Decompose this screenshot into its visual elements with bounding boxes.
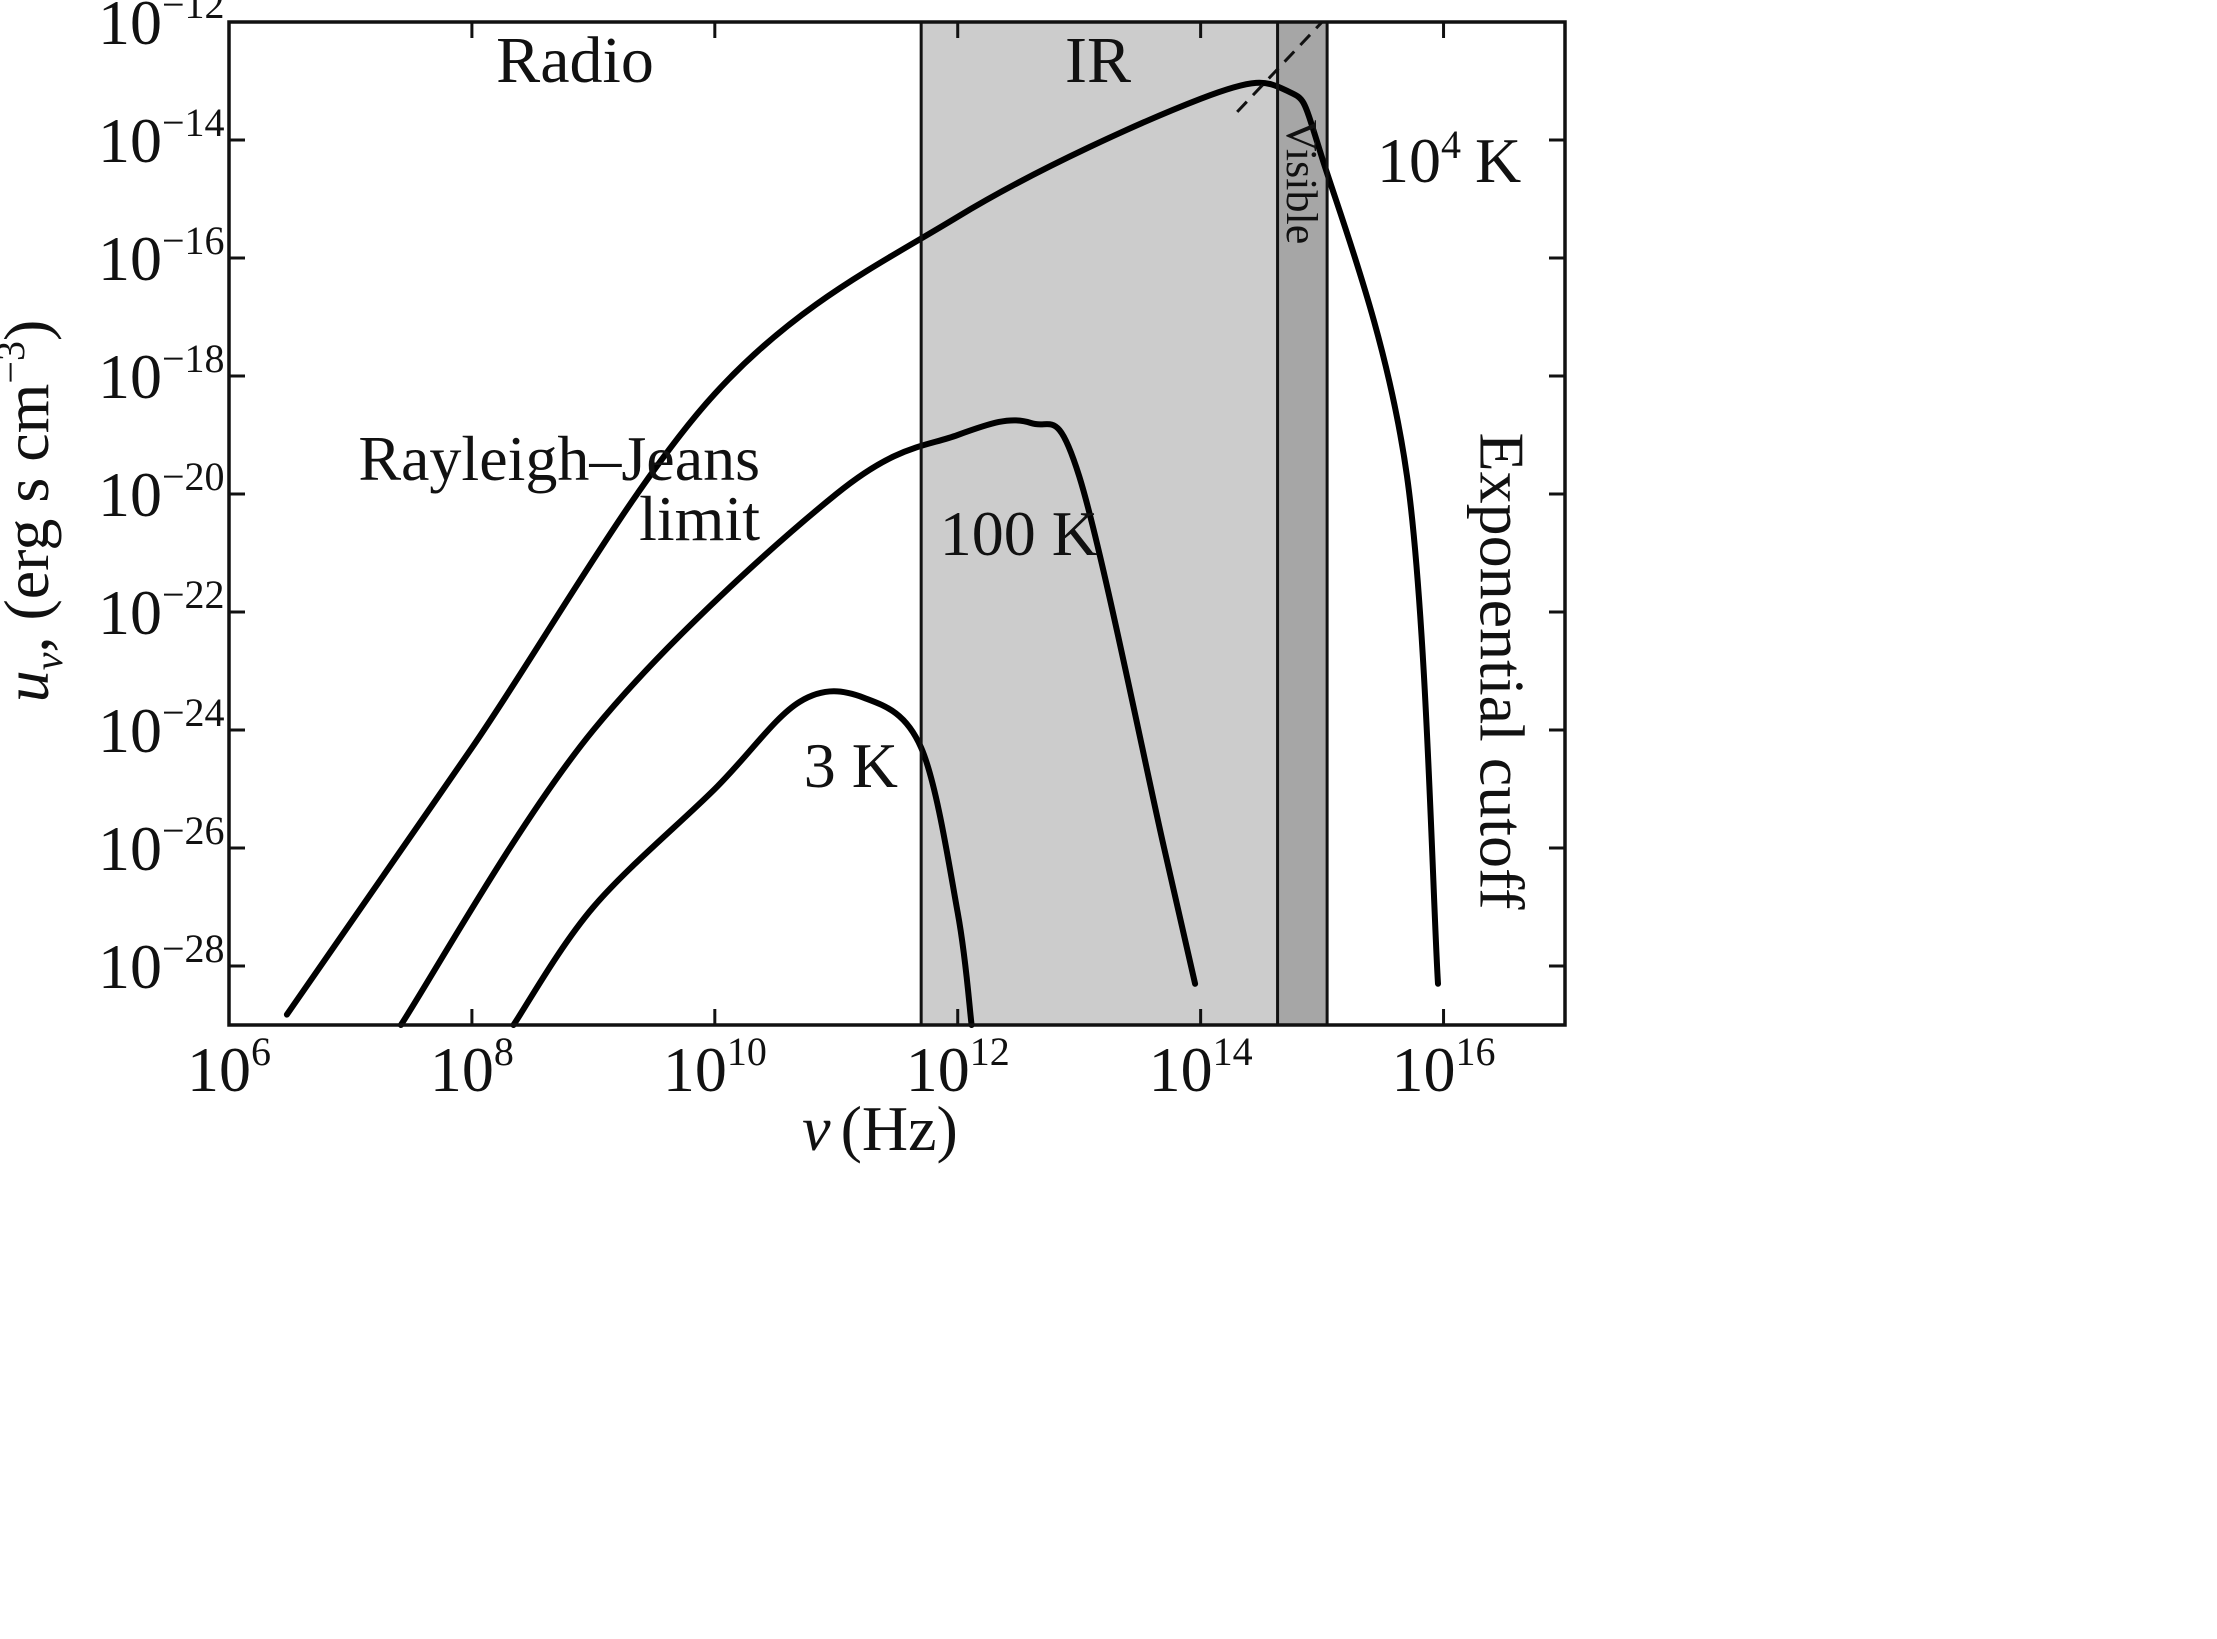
x-tick-label: 1016 [1392,1029,1496,1105]
ir-region [921,22,1278,1025]
label-1e4k-unit: K [1475,125,1521,196]
label-1e4k: 104 K [1377,122,1521,196]
y-axis-label: uν, (erg s cm−3) [0,320,71,703]
x-tick-label: 1014 [1149,1029,1253,1105]
plot-frame [227,20,1567,1027]
label-3k: 3 K [804,730,898,801]
x-axis-unit: (Hz) [841,1093,958,1164]
y-axis-separator: , [0,621,62,653]
y-axis-symbol: u [0,670,62,702]
y-tick-label: 10−12 [98,0,225,58]
curve-100k [397,417,1199,1028]
y-axis-subscript: ν [26,652,71,670]
y-axis-unit-prefix: (erg s cm [0,384,62,621]
y-axis-unit-suffix: ) [0,320,62,341]
rayleigh-jeans-label-line2: limit [639,483,760,554]
x-tick-label: 1012 [906,1029,1010,1105]
label-1e4k-base: 10 [1377,125,1441,196]
visible-region-label: Visible [1277,120,1326,244]
label-1e4k-exp: 4 [1441,122,1461,167]
x-axis-ticks: 106 108 1010 1012 1014 1016 [187,22,1496,1105]
curves-group [283,79,1441,1028]
x-tick-label: 106 [187,1029,271,1105]
x-tick-label: 1010 [663,1029,767,1105]
y-tick-label: 10−26 [98,808,225,884]
cutoff-label: Exponential cutoff [1466,433,1537,911]
rayleigh-jeans-dashed-extension [1236,20,1324,113]
y-tick-label: 10−24 [98,690,225,766]
y-tick-label: 10−22 [98,572,225,648]
x-axis-symbol: ν [802,1093,831,1164]
ir-region-label: IR [1065,24,1131,97]
y-tick-label: 10−18 [98,336,225,412]
x-tick-label: 108 [430,1029,514,1105]
curve-3k [510,688,975,1028]
radio-region-label: Radio [496,24,654,97]
y-tick-label: 10−20 [98,454,225,530]
curve-10000k [283,79,1441,1018]
rayleigh-jeans-label-line1: Rayleigh–Jeans [358,423,760,494]
y-tick-label: 10−14 [98,100,225,176]
x-axis-label: ν (Hz) [802,1093,958,1164]
y-tick-label: 10−16 [98,218,225,294]
y-tick-label: 10−28 [98,926,225,1002]
y-axis-unit-exp: −3 [0,341,33,384]
label-100k: 100 K [940,498,1098,569]
visible-region [1277,22,1328,1025]
y-axis-ticks: 10−12 10−14 10−16 10−18 10−20 10−22 10−24 10−26… [98,0,1565,1002]
